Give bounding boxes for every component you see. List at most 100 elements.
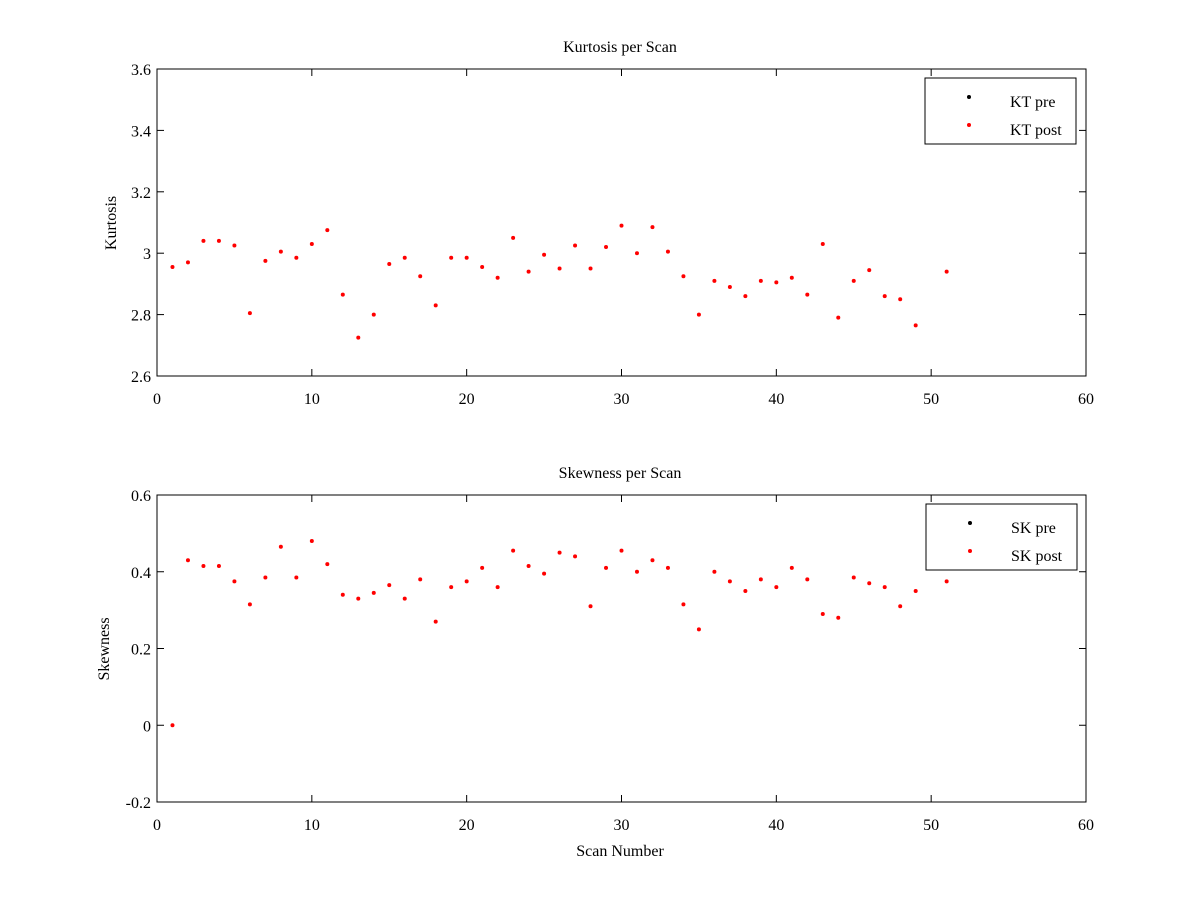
legend-label-sk-pre: SK pre [1011, 520, 1056, 537]
kurtosis-data-point [201, 238, 206, 243]
skewness-title: Skewness per Scan [559, 465, 682, 482]
kurtosis-title: Kurtosis per Scan [563, 39, 677, 56]
skewness-x-tick-label: 30 [614, 817, 630, 834]
kurtosis-x-tick-label: 30 [614, 391, 630, 408]
skewness-data-point [216, 563, 221, 568]
skewness-data-point [665, 565, 670, 570]
skewness-data-point [542, 571, 547, 576]
kurtosis-data-point [898, 297, 903, 302]
skewness-data-point [356, 596, 361, 601]
kurtosis-data-point [449, 255, 454, 260]
skewness-y-tick-label: 0.4 [131, 565, 151, 582]
skewness-data-point [309, 539, 314, 544]
skewness-data-point [727, 579, 732, 584]
kurtosis-data-point [650, 225, 655, 230]
skewness-data-point [278, 544, 283, 549]
legend-marker-sk-pre [968, 521, 972, 525]
kurtosis-x-tick-label: 60 [1078, 391, 1094, 408]
kurtosis-data-point [294, 255, 299, 260]
skewness-data-point [557, 550, 562, 555]
skewness-data-point [867, 581, 872, 586]
skewness-y-tick-label: 0.2 [131, 642, 151, 659]
kurtosis-data-point [882, 294, 887, 299]
kurtosis-data-point [774, 280, 779, 285]
kurtosis-data-point [743, 294, 748, 299]
skewness-data-point [789, 565, 794, 570]
kurtosis-y-tick-label: 3.2 [131, 185, 151, 202]
legend-label-sk-post: SK post [1011, 548, 1063, 565]
kurtosis-data-point [418, 274, 423, 279]
kurtosis-x-ticks: 0 10 20 30 40 50 60 [153, 69, 1094, 408]
skewness-data-point [433, 619, 438, 624]
skewness-data-point [681, 602, 686, 607]
skewness-y-tick-label: 0 [143, 718, 151, 735]
kurtosis-y-tick-label: 3.4 [131, 123, 151, 140]
kurtosis-data-point [185, 260, 190, 265]
skewness-data-point [201, 563, 206, 568]
kurtosis-data-point [356, 335, 361, 340]
kurtosis-data-point [712, 278, 717, 283]
kurtosis-data-point [247, 311, 252, 316]
skewness-x-tick-label: 20 [459, 817, 475, 834]
skewness-data-point [743, 588, 748, 593]
kurtosis-y-tick-label: 3 [143, 246, 151, 263]
skewness-data-point [898, 604, 903, 609]
skewness-data-point [758, 577, 763, 582]
skewness-data-point [464, 579, 469, 584]
kurtosis-data-point [820, 241, 825, 246]
kurtosis-plot: Kurtosis per Scan Kurtosis 0 10 20 30 40 50 60… [103, 39, 1094, 408]
legend-label-kt-pre: KT pre [1010, 94, 1055, 111]
kurtosis-y-ticks: 2.6 2.8 3 3.2 3.4 3.6 [131, 62, 1086, 386]
kurtosis-data-point [464, 255, 469, 260]
kurtosis-data-point [681, 274, 686, 279]
kurtosis-x-tick-label: 40 [768, 391, 784, 408]
legend-label-kt-post: KT post [1010, 122, 1062, 139]
kurtosis-data-point [758, 278, 763, 283]
kurtosis-data-point [867, 268, 872, 273]
kurtosis-data-point [480, 265, 485, 270]
kurtosis-data-point [542, 252, 547, 257]
skewness-data-point [387, 583, 392, 588]
kurtosis-data-point [526, 269, 531, 274]
skewness-data-point [325, 562, 330, 567]
kurtosis-data-point [557, 266, 562, 271]
kurtosis-data-point [805, 292, 810, 297]
kurtosis-legend: KT pre KT post [924, 77, 1077, 145]
skewness-x-ticks: 0 10 20 30 40 50 60 [153, 495, 1094, 834]
kurtosis-y-tick-label: 2.8 [131, 308, 151, 325]
skewness-y-axis-label: Skewness [96, 617, 113, 680]
skewness-legend: SK pre SK post [925, 503, 1078, 571]
skewness-x-axis-label: Scan Number [576, 843, 664, 860]
kurtosis-data-point [665, 249, 670, 254]
skewness-data-point [774, 585, 779, 590]
skewness-x-tick-label: 40 [768, 817, 784, 834]
kurtosis-data-point [913, 323, 918, 328]
kurtosis-data-point [836, 315, 841, 320]
skewness-data-point [650, 558, 655, 563]
kurtosis-data-point [402, 255, 407, 260]
skewness-y-ticks: -0.2 0 0.2 0.4 0.6 [126, 488, 1086, 812]
kurtosis-data-point [232, 243, 237, 248]
skewness-data-point [836, 615, 841, 620]
skewness-y-tick-label: -0.2 [126, 795, 151, 812]
kurtosis-data-point [511, 235, 516, 240]
skewness-data-point [480, 565, 485, 570]
kurtosis-x-tick-label: 10 [304, 391, 320, 408]
skewness-y-tick-label: 0.6 [131, 488, 151, 505]
kurtosis-y-tick-label: 2.6 [131, 369, 151, 386]
kurtosis-data-point [433, 303, 438, 308]
skewness-plot: Skewness per Scan Skewness Scan Number 0… [96, 465, 1094, 860]
skewness-data-point [588, 604, 593, 609]
kurtosis-data-point [604, 245, 609, 250]
kurtosis-x-tick-label: 20 [459, 391, 475, 408]
kurtosis-x-tick-label: 50 [923, 391, 939, 408]
skewness-data-point [619, 548, 624, 553]
skewness-legend-box [925, 503, 1078, 571]
kurtosis-data-point [727, 284, 732, 289]
kurtosis-data-point [170, 265, 175, 270]
skewness-data-point [913, 588, 918, 593]
kurtosis-data-point [789, 275, 794, 280]
kurtosis-data-point [278, 249, 283, 254]
skewness-data-point [712, 569, 717, 574]
